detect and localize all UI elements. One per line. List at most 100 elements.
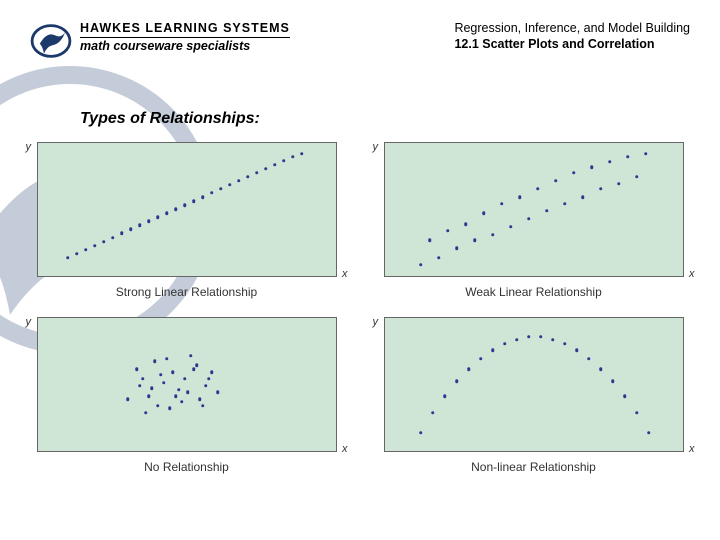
scatter-dot [611, 380, 615, 384]
scatter-dot [150, 386, 154, 390]
scatter-dot [623, 395, 627, 399]
scatter-dot [599, 368, 603, 372]
scatter-dot [581, 195, 585, 199]
scatter-dot [282, 159, 286, 163]
scatter-dot [186, 391, 190, 395]
scatter-dot [210, 191, 214, 195]
scatter-dot [66, 256, 70, 260]
scatter-dot [503, 342, 507, 346]
brand-tagline: math courseware specialists [80, 38, 290, 54]
scatter-dot [590, 166, 594, 170]
header: HAWKES LEARNING SYSTEMS math courseware … [0, 0, 720, 72]
scatter-dot [545, 209, 549, 213]
scatter-dot [518, 195, 522, 199]
scatter-dot [192, 199, 196, 203]
brand-name: HAWKES LEARNING SYSTEMS [80, 20, 290, 38]
scatter-dot [216, 391, 220, 395]
scatter-dot [587, 357, 591, 361]
scatter-dot [144, 411, 148, 415]
scatter-dot [162, 381, 166, 385]
chart-caption: Strong Linear Relationship [28, 285, 345, 299]
scatter-dot [437, 256, 441, 260]
scatter-dot [156, 216, 160, 220]
scatter-box: y x [384, 317, 684, 452]
scatter-box: y x [37, 142, 337, 277]
section-title: Types of Relationships: [80, 110, 720, 128]
scatter-dot [177, 388, 181, 392]
scatter-dot [168, 407, 172, 411]
scatter-dot [551, 338, 555, 342]
chart-weak-linear: y x Weak Linear Relationship [375, 142, 692, 299]
chart-no-relationship: y x No Relationship [28, 317, 345, 474]
scatter-dot [84, 248, 88, 252]
scatter-dot [443, 395, 447, 399]
scatter-dot [138, 384, 142, 388]
scatter-dot [419, 263, 423, 267]
chart-caption: Non-linear Relationship [375, 460, 692, 474]
y-axis-label: y [373, 141, 379, 153]
scatter-dot [246, 175, 250, 179]
scatter-dot [536, 187, 540, 191]
scatter-dot [539, 335, 543, 339]
scatter-dot [273, 163, 277, 167]
scatter-dot [554, 179, 558, 183]
scatter-dot [210, 370, 214, 374]
scatter-dot [207, 377, 211, 381]
scatter-dot [635, 411, 639, 415]
scatter-dot [111, 236, 115, 240]
scatter-dot [183, 377, 187, 381]
scatter-dot [446, 229, 450, 233]
header-left: HAWKES LEARNING SYSTEMS math courseware … [30, 20, 290, 62]
topic-name: Regression, Inference, and Model Buildin… [454, 20, 690, 36]
scatter-dot [120, 232, 124, 236]
x-axis-label: x [689, 443, 695, 455]
scatter-dot [467, 368, 471, 372]
scatter-dot [491, 349, 495, 353]
scatter-dot [509, 225, 513, 229]
scatter-dot [455, 380, 459, 384]
scatter-dot [159, 373, 163, 377]
scatter-dot [75, 252, 79, 256]
scatter-dot [464, 222, 468, 226]
chart-caption: Weak Linear Relationship [375, 285, 692, 299]
scatter-dot [455, 247, 459, 251]
scatter-dot [527, 217, 531, 221]
scatter-dot [228, 183, 232, 187]
scatter-dot [165, 357, 169, 361]
scatter-dot [201, 404, 205, 408]
scatter-dot [135, 368, 139, 372]
scatter-dot [428, 238, 432, 242]
scatter-dot [156, 404, 160, 408]
chart-caption: No Relationship [28, 460, 345, 474]
scatter-dot [165, 211, 169, 215]
scatter-dot [180, 400, 184, 404]
scatter-dot [419, 431, 423, 435]
y-axis-label: y [26, 316, 32, 328]
scatter-dot [189, 354, 193, 358]
scatter-dot [192, 368, 196, 372]
scatter-dot [153, 359, 157, 363]
scatter-box: y x [384, 142, 684, 277]
header-right: Regression, Inference, and Model Buildin… [454, 20, 690, 53]
scatter-dot [563, 202, 567, 206]
scatter-box: y x [37, 317, 337, 452]
scatter-dot [572, 171, 576, 175]
scatter-dot [126, 397, 130, 401]
scatter-dot [300, 152, 304, 156]
scatter-dot [102, 240, 106, 244]
x-axis-label: x [689, 268, 695, 280]
scatter-dot [93, 244, 97, 248]
scatter-dot [431, 411, 435, 415]
scatter-dot [291, 155, 295, 159]
chart-strong-linear: y x Strong Linear Relationship [28, 142, 345, 299]
scatter-dot [473, 238, 477, 242]
scatter-dot [617, 182, 621, 186]
x-axis-label: x [342, 443, 348, 455]
charts-grid: y x Strong Linear Relationship y x Weak … [0, 142, 720, 474]
y-axis-label: y [26, 141, 32, 153]
scatter-dot [635, 175, 639, 179]
scatter-dot [575, 349, 579, 353]
hawk-logo-icon [30, 20, 72, 62]
scatter-dot [515, 338, 519, 342]
scatter-dot [237, 179, 241, 183]
